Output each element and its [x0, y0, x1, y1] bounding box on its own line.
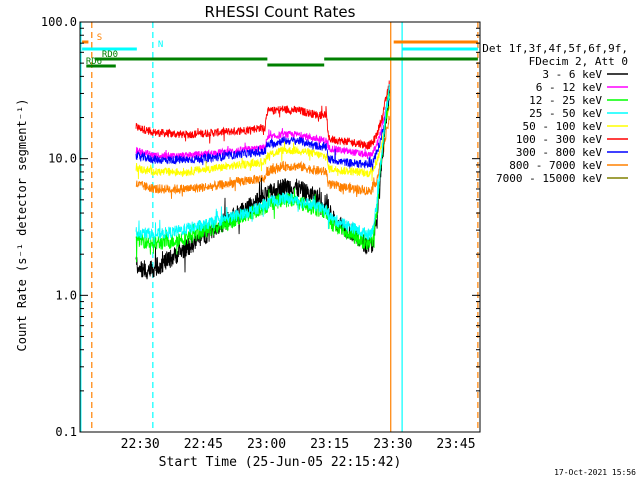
series-line-3-6kev [135, 88, 390, 280]
x-axis-label: Start Time (25-Jun-05 22:15:42) [159, 455, 402, 470]
legend: Det 1f,3f,4f,5f,6f,9f,FDecim 2, Att 03 -… [482, 42, 628, 185]
y-tick-label: 10.0 [48, 152, 77, 166]
state-label-n: N [158, 40, 163, 50]
x-tick-label: 23:45 [436, 437, 475, 452]
series-line-300-800kev [135, 97, 390, 172]
plot-frame [79, 21, 481, 433]
x-tick-label: 23:00 [247, 437, 286, 452]
series-line-50-100kev [135, 104, 390, 182]
legend-entry-label: 3 - 6 keV [542, 68, 602, 81]
legend-header-line: FDecim 2, Att 0 [529, 55, 628, 68]
series-line-25-50kev [135, 83, 390, 245]
series-line-12-25kev [135, 90, 390, 263]
legend-entry-label: 7000 - 15000 keV [496, 172, 602, 185]
legend-entry-label: 6 - 12 keV [536, 81, 603, 94]
legend-entry-label: 100 - 300 keV [516, 133, 602, 146]
x-tick-label: 23:15 [310, 437, 349, 452]
x-tick-label: 22:30 [121, 437, 160, 452]
footer-timestamp: 17-Oct-2021 15:56 [554, 468, 636, 477]
state-label-rd0: RD0 [102, 50, 118, 60]
y-tick-label: 1.0 [55, 288, 77, 302]
y-tick-label: 0.1 [55, 425, 77, 439]
legend-entry-label: 50 - 100 keV [523, 120, 603, 133]
series-line-6-12kev [135, 92, 390, 160]
x-tick-label: 23:30 [373, 437, 412, 452]
series-line-800-7000kev [135, 115, 390, 199]
legend-entry-label: 12 - 25 keV [529, 94, 602, 107]
chart-title: RHESSI Count Rates [205, 3, 356, 21]
legend-entry-label: 800 - 7000 keV [509, 159, 602, 172]
legend-entry-label: 25 - 50 keV [529, 107, 602, 120]
legend-entry-label: 300 - 800 keV [516, 146, 602, 159]
state-label-rd6: RD6 [86, 57, 102, 67]
x-tick-label: 22:45 [184, 437, 223, 452]
series-line-100-300kev [135, 80, 390, 151]
y-axis-label: Count Rate (s⁻¹ detector segment⁻¹) [15, 99, 29, 352]
y-tick-label: 100.0 [41, 15, 77, 29]
state-label-s: S [97, 33, 102, 43]
legend-header-line: Det 1f,3f,4f,5f,6f,9f, [482, 42, 628, 55]
